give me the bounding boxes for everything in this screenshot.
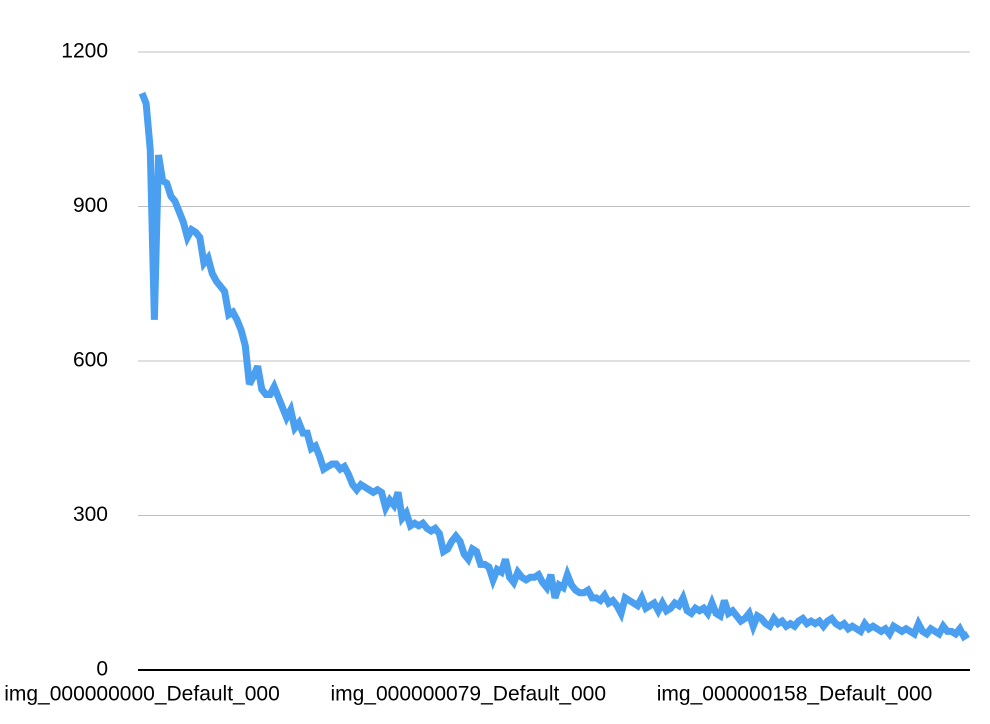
y-tick-label: 600: [73, 349, 108, 372]
x-tick-label: img_000000158_Default_000: [657, 683, 933, 706]
y-tick-label: 0: [96, 658, 108, 681]
y-tick-label: 900: [73, 194, 108, 217]
y-tick-label: 300: [73, 503, 108, 526]
line-series: [138, 91, 970, 642]
y-tick-label: 1200: [61, 40, 108, 63]
x-tick-label: img_000000079_Default_000: [330, 683, 606, 706]
x-tick-label: img_000000000_Default_000: [4, 683, 280, 706]
